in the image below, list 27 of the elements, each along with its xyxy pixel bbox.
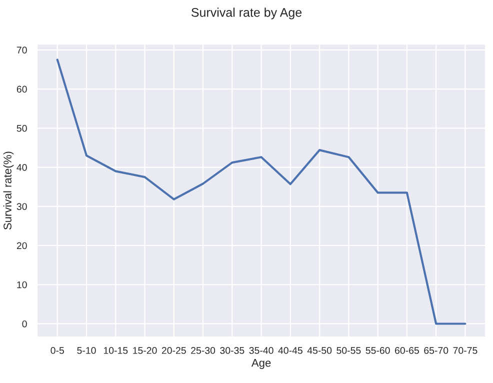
x-tick-label: 55-60 bbox=[366, 347, 390, 354]
x-tick-label: 15-20 bbox=[133, 347, 157, 354]
chart-title: Survival rate by Age bbox=[191, 8, 302, 20]
x-tick-label: 5-10 bbox=[77, 347, 96, 354]
x-axis-title: Age bbox=[251, 359, 271, 369]
y-tick-label: 50 bbox=[16, 124, 27, 132]
x-tick-label: 25-30 bbox=[191, 347, 216, 354]
y-tick-label: 10 bbox=[17, 281, 27, 288]
y-axis-title: Survival rate(%) bbox=[3, 152, 14, 230]
x-tick-label: 20-25 bbox=[162, 347, 186, 354]
x-tick-label: 35-40 bbox=[249, 347, 274, 354]
y-tick-label: 70 bbox=[16, 46, 27, 54]
x-tick-label: 60-65 bbox=[395, 347, 419, 354]
y-tick-label: 20 bbox=[16, 242, 27, 250]
x-tick-label: 70-75 bbox=[453, 347, 478, 354]
y-tick-label: 0 bbox=[22, 320, 27, 328]
y-tick-label: 40 bbox=[16, 164, 27, 171]
x-tick-label: 45-50 bbox=[307, 347, 332, 354]
x-tick-label: 10-15 bbox=[104, 347, 128, 354]
x-tick-label: 0-5 bbox=[50, 347, 64, 354]
y-tick-label: 60 bbox=[16, 86, 27, 93]
line-series bbox=[56, 58, 466, 325]
y-tick-label: 30 bbox=[16, 203, 27, 210]
x-tick-label: 40-45 bbox=[278, 347, 302, 354]
x-tick-label: 50-55 bbox=[336, 347, 361, 354]
x-tick-label: 65-70 bbox=[424, 347, 448, 354]
x-tick-label: 30-35 bbox=[220, 347, 244, 354]
